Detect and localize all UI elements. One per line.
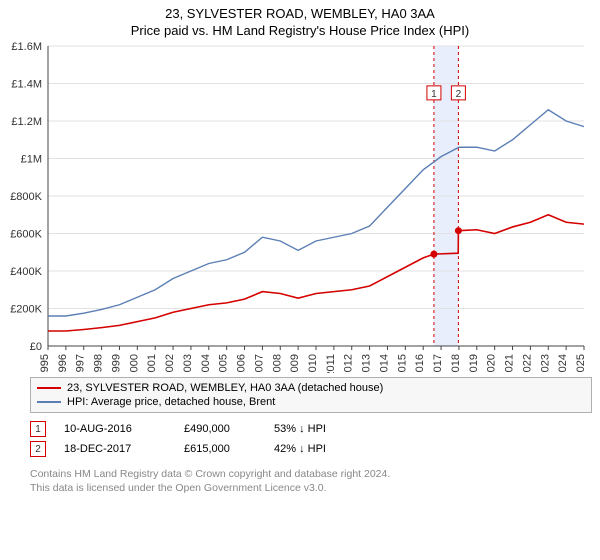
titles: 23, SYLVESTER ROAD, WEMBLEY, HA0 3AA Pri…	[0, 0, 600, 38]
transaction-date: 18-DEC-2017	[64, 443, 184, 455]
xtick-label: 1996	[57, 354, 69, 373]
xtick-label: 2014	[378, 354, 390, 373]
xtick-label: 2021	[504, 354, 516, 373]
xtick-label: 2011	[325, 354, 337, 373]
xtick-label: 2001	[146, 354, 158, 373]
ytick-label: £1M	[21, 154, 42, 166]
xtick-label: 1995	[39, 354, 51, 373]
transaction-pct: 42% ↓ HPI	[274, 443, 374, 455]
xtick-label: 2018	[450, 354, 462, 373]
xtick-label: 2017	[432, 354, 444, 373]
xtick-label: 2005	[218, 354, 230, 373]
xtick-label: 2009	[289, 354, 301, 373]
xtick-label: 2008	[271, 354, 283, 373]
xtick-label: 2023	[539, 354, 551, 373]
marker-dot	[430, 251, 437, 258]
xtick-label: 2019	[468, 354, 480, 373]
legend-swatch	[37, 387, 61, 389]
legend-label: HPI: Average price, detached house, Bren…	[67, 396, 275, 408]
xtick-label: 2007	[253, 354, 265, 373]
ytick-label: £800K	[10, 191, 42, 203]
ytick-label: £1.4M	[11, 79, 42, 91]
xtick-label: 1999	[110, 354, 122, 373]
transaction-marker: 1	[30, 421, 46, 437]
footer-line: Contains HM Land Registry data © Crown c…	[30, 467, 592, 481]
transactions-table: 1 10-AUG-2016£490,00053% ↓ HPI 2 18-DEC-201…	[30, 419, 592, 459]
xtick-label: 2016	[414, 354, 426, 373]
xtick-label: 2025	[575, 354, 587, 373]
ytick-label: £1.2M	[11, 116, 42, 128]
xtick-label: 2003	[182, 354, 194, 373]
footer: Contains HM Land Registry data © Crown c…	[30, 467, 592, 495]
xtick-label: 2006	[236, 354, 248, 373]
xtick-label: 2020	[486, 354, 498, 373]
marker-label: 2	[456, 89, 462, 100]
xtick-label: 2010	[307, 354, 319, 373]
xtick-label: 2012	[343, 354, 355, 373]
marker-label: 1	[431, 89, 437, 100]
transaction-row: 1 10-AUG-2016£490,00053% ↓ HPI	[30, 419, 592, 439]
ytick-label: £1.6M	[11, 41, 42, 53]
xtick-label: 1998	[93, 354, 105, 373]
line-chart: £0 £200K £400K £600K £800K £1M £1.2M £1.4M £1.6M…	[0, 38, 600, 373]
transaction-marker: 2	[30, 441, 46, 457]
legend-label: 23, SYLVESTER ROAD, WEMBLEY, HA0 3AA (de…	[67, 382, 383, 394]
page-title: 23, SYLVESTER ROAD, WEMBLEY, HA0 3AA	[0, 6, 600, 21]
ytick-label: £400K	[10, 266, 42, 278]
xtick-label: 2004	[200, 354, 212, 373]
ytick-label: £600K	[10, 229, 42, 241]
series-line	[48, 215, 584, 331]
xtick-label: 2013	[361, 354, 373, 373]
legend-row: 23, SYLVESTER ROAD, WEMBLEY, HA0 3AA (de…	[37, 381, 585, 395]
legend: 23, SYLVESTER ROAD, WEMBLEY, HA0 3AA (de…	[30, 377, 592, 413]
transaction-date: 10-AUG-2016	[64, 423, 184, 435]
transaction-row: 2 18-DEC-2017£615,00042% ↓ HPI	[30, 439, 592, 459]
xtick-label: 1997	[75, 354, 87, 373]
marker-dot	[455, 227, 462, 234]
transaction-price: £490,000	[184, 423, 274, 435]
xtick-label: 2022	[521, 354, 533, 373]
chart-container: 23, SYLVESTER ROAD, WEMBLEY, HA0 3AA Pri…	[0, 0, 600, 560]
legend-swatch	[37, 401, 61, 403]
series-line	[48, 110, 584, 316]
footer-line: This data is licensed under the Open Gov…	[30, 481, 592, 495]
transaction-price: £615,000	[184, 443, 274, 455]
ytick-label: £200K	[10, 304, 42, 316]
xtick-label: 2000	[128, 354, 140, 373]
xtick-label: 2015	[396, 354, 408, 373]
page-subtitle: Price paid vs. HM Land Registry's House …	[0, 23, 600, 38]
xtick-label: 2002	[164, 354, 176, 373]
legend-row: HPI: Average price, detached house, Bren…	[37, 395, 585, 409]
xtick-label: 2024	[557, 354, 569, 373]
ytick-label: £0	[30, 341, 42, 353]
transaction-pct: 53% ↓ HPI	[274, 423, 374, 435]
